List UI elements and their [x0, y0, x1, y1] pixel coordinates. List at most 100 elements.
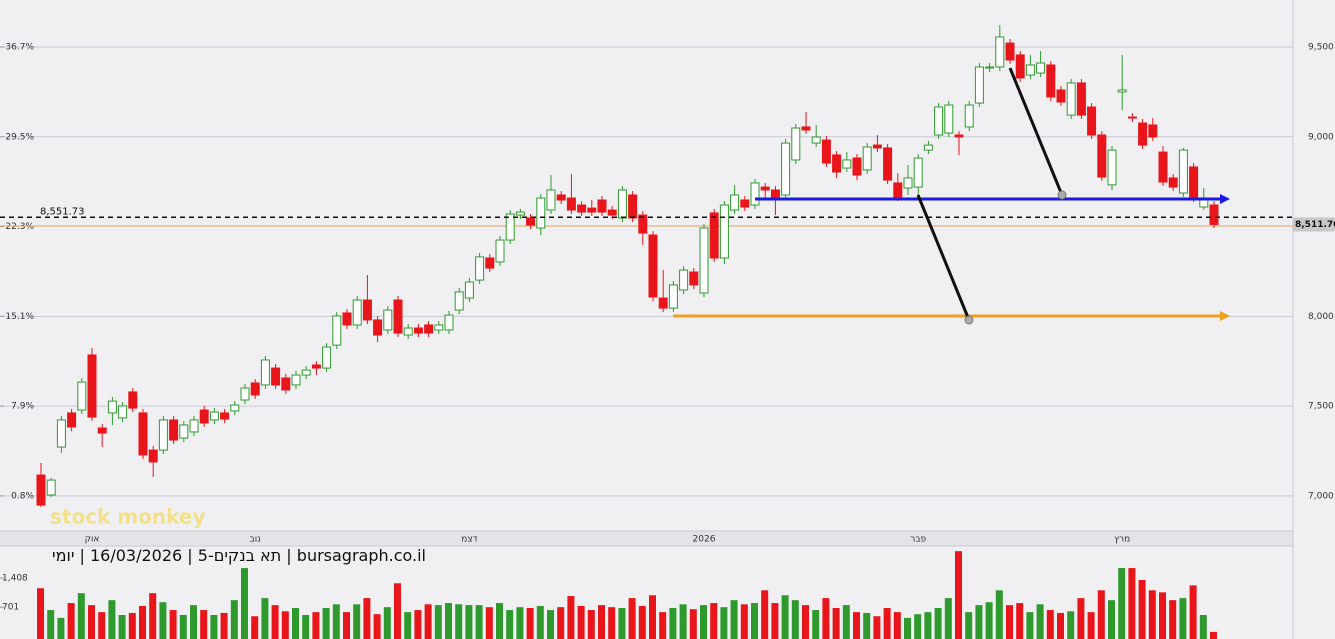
volume-bar [710, 603, 718, 639]
candle-body [1076, 82, 1086, 116]
candle-body [536, 197, 546, 229]
volume-bar [751, 603, 758, 639]
candle-body [1056, 89, 1066, 103]
candle-body [56, 419, 66, 448]
candle-body [750, 182, 760, 206]
candle-body [77, 381, 87, 411]
volume-bar [659, 612, 667, 639]
trend-line [1008, 67, 1064, 196]
candle-body [1046, 64, 1056, 98]
candle-body [699, 227, 709, 294]
candle-body [250, 382, 260, 396]
volume-bar [1169, 600, 1177, 639]
candle-body [475, 256, 485, 281]
x-axis-band [0, 531, 1293, 546]
volume-bar [149, 593, 157, 639]
candle-body [301, 369, 311, 376]
candle-body [577, 204, 587, 213]
x-tick-label: 2026 [693, 535, 716, 545]
volume-bar [1199, 615, 1207, 639]
volume-bar [363, 598, 371, 639]
y-tick-label: 9,500 [1308, 43, 1334, 53]
candle-body [944, 104, 954, 134]
volume-bar [302, 615, 310, 639]
candle-body [801, 126, 811, 131]
volume-bar [924, 612, 932, 639]
volume-bar [914, 614, 922, 639]
volume-bar [1036, 604, 1044, 639]
x-tick-label: נוב [250, 535, 261, 545]
candle-body [770, 189, 780, 198]
volume-bar [822, 598, 830, 639]
volume-bar [1108, 600, 1115, 639]
candle-body [934, 106, 944, 136]
candle-body [893, 182, 903, 198]
candle-body [383, 309, 393, 331]
candle-body [923, 144, 933, 151]
candle-body [872, 144, 882, 149]
volume-bar [230, 600, 238, 639]
volume-bar [740, 604, 748, 639]
candle-body [1066, 82, 1076, 116]
volume-bar [506, 610, 514, 639]
volume-bar [608, 607, 616, 639]
volume-bar [383, 607, 391, 639]
candle-body [883, 147, 893, 181]
volume-bar [934, 608, 942, 639]
volume-bar [557, 607, 565, 639]
volume-bar [414, 610, 422, 639]
candle-body [495, 239, 505, 263]
volume-bar [965, 612, 973, 639]
volume-bar [434, 605, 442, 639]
candle-body [291, 374, 301, 386]
candle-body [862, 146, 872, 171]
candle-body [87, 354, 97, 418]
volume-bar [995, 590, 1003, 639]
x-tick-label: דצמ [461, 535, 477, 545]
volume-bar [679, 604, 687, 639]
volume-bar [863, 612, 871, 639]
x-tick-label: אוק [85, 535, 100, 545]
candle-body [138, 412, 148, 456]
candle-body [444, 314, 454, 331]
volume-bar [730, 600, 738, 639]
candle-body [36, 474, 46, 506]
volume-bar [985, 602, 993, 639]
candle-body [260, 359, 270, 386]
trend-line [916, 194, 971, 321]
volume-bar [842, 605, 850, 639]
volume-bar [536, 605, 544, 639]
candle-body [413, 327, 423, 334]
volume-bar [883, 608, 891, 639]
volume-bar [1189, 585, 1197, 639]
candle-body [679, 269, 689, 291]
volume-bar [353, 604, 361, 639]
volume-bar [1057, 612, 1064, 639]
candle-body [403, 327, 413, 336]
arrow-head [1220, 194, 1230, 204]
volume-bar [567, 596, 575, 639]
last-price-label: 8,511.70 [1295, 220, 1335, 230]
volume-bar [108, 600, 116, 639]
volume-tick-label: 701 [2, 603, 19, 613]
left-tick-label: 0.8% [11, 491, 34, 501]
candle-body [1107, 149, 1117, 186]
volume-bar [57, 617, 65, 639]
volume-bar [292, 608, 299, 639]
candle-body [1036, 62, 1046, 74]
volume-bar [893, 612, 901, 639]
volume-bar [496, 603, 503, 639]
grid: 9,500 9,000 8,000 7,500 7,000 36.7% 29.5% 22.3%… [0, 43, 1334, 613]
volume-bar [1210, 631, 1217, 639]
candle-body [271, 367, 281, 386]
candle-body [995, 36, 1005, 68]
volume-bar [873, 616, 881, 639]
candle-body [526, 217, 536, 226]
volume-bar [955, 551, 962, 639]
candle-body [668, 284, 678, 309]
volume-bar [1077, 598, 1085, 639]
volume-bar [791, 600, 799, 639]
volume-bar [485, 607, 493, 639]
volume-bar [159, 602, 167, 639]
volume-bar [700, 605, 707, 639]
